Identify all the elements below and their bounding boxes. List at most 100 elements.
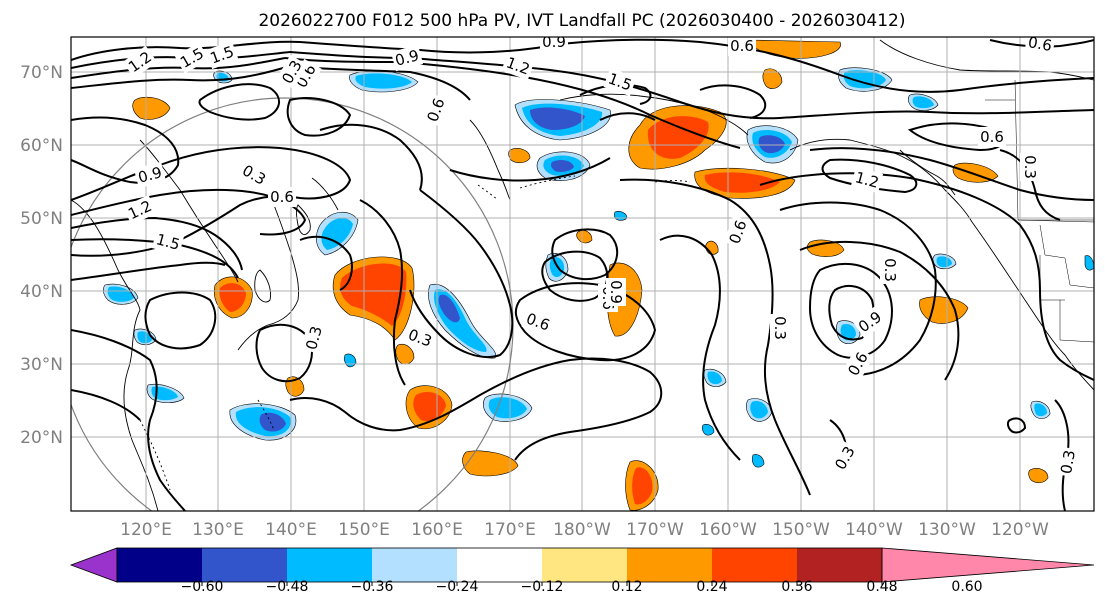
contour-label: 1.5 xyxy=(154,230,182,254)
anomaly-blob xyxy=(259,412,286,432)
contour-label-wrap: 1.5 xyxy=(151,228,185,256)
contour-line xyxy=(579,83,652,105)
lon-label: 150°W xyxy=(772,520,830,540)
anomaly-blob xyxy=(551,159,574,172)
map-area[interactable]: 0.90.61.51.2 0.3 0.91.51.20.60.91.51.21.50… xyxy=(57,32,1094,554)
coastline xyxy=(519,175,576,189)
anomaly-blob xyxy=(413,392,446,422)
contour-line xyxy=(799,240,960,381)
contour-label-bg xyxy=(123,195,157,225)
colorbar-segment xyxy=(627,548,712,582)
contour-label-bg xyxy=(421,93,451,127)
contour-label-wrap: 0.3 xyxy=(300,321,328,355)
contour-label: 0.3 xyxy=(771,316,789,340)
contour-label-bg xyxy=(978,127,1006,147)
contour-label: 0.3 xyxy=(1021,155,1039,179)
contour-label-wrap: 0.9 xyxy=(540,33,568,52)
anomaly-blob xyxy=(151,386,178,401)
lon-label: 150°E xyxy=(338,520,390,540)
colorbar-segment xyxy=(287,548,372,582)
contour-label: 0.6 xyxy=(980,128,1004,146)
anomaly-blob xyxy=(576,230,593,244)
contour-label-bg xyxy=(880,256,900,284)
contour-label-bg xyxy=(723,215,753,249)
coastline xyxy=(789,138,973,223)
contour-label-bg xyxy=(122,45,158,79)
anomaly-blob xyxy=(530,107,585,130)
lon-label: 120°E xyxy=(120,520,172,540)
contour-label-wrap: 0.3 xyxy=(880,256,900,284)
contour-label-bg xyxy=(390,44,424,72)
contour-line xyxy=(71,116,180,184)
anomaly-blob xyxy=(707,371,722,385)
contour-line xyxy=(71,40,301,61)
contour-line xyxy=(359,199,406,386)
anomaly-blob xyxy=(936,256,952,268)
contour-line xyxy=(286,97,352,137)
contour-label: 0.6 xyxy=(730,37,754,55)
contour-line xyxy=(989,39,1094,48)
colorbar-segment xyxy=(372,548,457,582)
colorbar-segment xyxy=(117,548,202,582)
lon-label: 140°W xyxy=(845,520,903,540)
coastline xyxy=(237,199,299,351)
contour-label: 0.3 xyxy=(1057,449,1079,476)
contour-label: 0.9 xyxy=(542,33,566,51)
colorbar-tick-label: −0.12 xyxy=(521,579,564,595)
colorbar-extend-high xyxy=(881,547,1095,583)
contour-line xyxy=(619,178,811,496)
contour-label: 0.9 xyxy=(136,163,164,187)
anomaly-blob xyxy=(107,286,134,302)
contour-label: 0.9 xyxy=(607,280,625,304)
anomaly-blob xyxy=(762,68,783,89)
lon-label: 170°E xyxy=(484,520,536,540)
lat-label: 40°N xyxy=(20,282,63,302)
contour-label-bg xyxy=(606,278,626,306)
contour-label-bg xyxy=(276,54,308,90)
contour-label-wrap: 0.6 xyxy=(978,127,1006,147)
anomaly-blob xyxy=(132,96,171,120)
colorbar-segment xyxy=(202,548,287,582)
contour-label-bg xyxy=(521,307,555,337)
anomaly-blob xyxy=(704,172,780,193)
political-borders xyxy=(985,79,1094,343)
contour-line xyxy=(828,284,875,341)
contour-label-bg xyxy=(770,314,790,342)
lat-label: 70°N xyxy=(20,63,63,83)
contour-label-bg xyxy=(290,58,322,94)
contour-label: 0.6 xyxy=(270,188,294,206)
contour-label-bg xyxy=(852,305,888,339)
coastline xyxy=(296,204,311,236)
contour-line xyxy=(71,216,243,271)
contour-label-wrap: 0.3 xyxy=(1020,153,1040,181)
coastline xyxy=(469,119,511,201)
anomaly-blob xyxy=(508,148,531,164)
contour-label-wrap: 0.9 xyxy=(133,161,167,189)
anomaly-blob xyxy=(840,324,856,341)
contour-line xyxy=(1006,417,1027,434)
contour-line xyxy=(699,84,767,119)
contour-label-bg xyxy=(236,159,272,191)
lat-label: 30°N xyxy=(20,355,63,375)
contour-label-bg xyxy=(300,321,328,355)
lon-label: 170°W xyxy=(626,520,684,540)
lon-label: 130°W xyxy=(918,520,976,540)
contour-label-bg xyxy=(850,166,884,194)
coastline xyxy=(257,399,275,431)
coastline xyxy=(311,177,339,211)
contour-label: 0.3 xyxy=(881,258,899,282)
contour-label-bg xyxy=(268,187,296,207)
contour-line xyxy=(551,228,619,281)
contour-label-wrap: 0.6 xyxy=(1024,33,1056,57)
contour-label-wrap: 0.3 xyxy=(236,159,272,191)
contour-label: 0.6 xyxy=(1027,33,1054,55)
colorbar-segment xyxy=(797,548,882,582)
lon-label: 160°E xyxy=(411,520,463,540)
contour-label-bg xyxy=(603,67,637,97)
contour-label-wrap: 0.3 xyxy=(770,314,790,342)
contour-label-bg xyxy=(403,323,437,353)
colorbar-tick-label: 0.60 xyxy=(951,579,982,595)
contour-label-wrap: 0.6 xyxy=(268,187,296,207)
coastline xyxy=(971,221,1094,391)
